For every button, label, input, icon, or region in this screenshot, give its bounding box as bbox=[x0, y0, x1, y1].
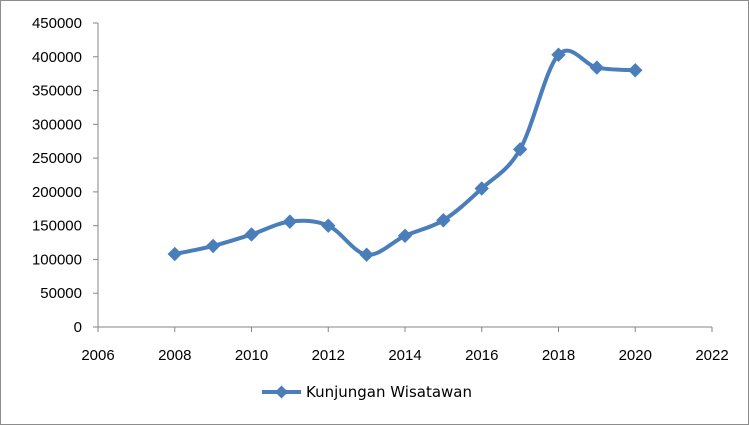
y-tick-label: 50000 bbox=[40, 285, 82, 302]
y-tick-label: 100000 bbox=[32, 251, 82, 268]
data-point-marker bbox=[359, 247, 374, 262]
x-tick-label: 2018 bbox=[542, 347, 575, 364]
chart-axes bbox=[93, 22, 713, 332]
y-tick-label: 200000 bbox=[32, 184, 82, 201]
y-tick-label: 400000 bbox=[32, 49, 82, 66]
x-tick-label: 2016 bbox=[465, 347, 498, 364]
legend-marker-swatch bbox=[275, 385, 288, 399]
x-tick-label: 2010 bbox=[235, 347, 268, 364]
x-tick-label: 2020 bbox=[619, 347, 652, 364]
x-tick-label: 2022 bbox=[695, 347, 728, 364]
data-point-marker bbox=[474, 181, 489, 196]
data-point-marker bbox=[551, 47, 566, 62]
x-tick-label: 2014 bbox=[388, 347, 421, 364]
y-tick-label: 250000 bbox=[32, 150, 82, 167]
y-tick-label: 0 bbox=[74, 319, 82, 336]
legend-series-label: Kunjungan Wisatawan bbox=[306, 383, 472, 401]
x-tick-label: 2012 bbox=[312, 347, 345, 364]
legend: Kunjungan Wisatawan bbox=[262, 383, 472, 401]
series-line bbox=[172, 48, 638, 257]
y-tick-label: 450000 bbox=[32, 15, 82, 32]
y-tick-label: 350000 bbox=[32, 83, 82, 100]
data-point-marker bbox=[589, 60, 605, 75]
data-point-marker bbox=[512, 142, 528, 157]
data-point-marker bbox=[205, 238, 221, 254]
data-point-marker bbox=[436, 213, 451, 228]
data-point-marker bbox=[397, 228, 413, 244]
data-point-marker bbox=[321, 218, 336, 233]
y-axis-tick-labels: 0 50000 100000 150000 200000 250000 300000 3500… bbox=[32, 15, 82, 336]
data-point-marker bbox=[282, 214, 298, 229]
y-tick-label: 150000 bbox=[32, 218, 82, 235]
data-point-marker bbox=[628, 63, 643, 78]
x-tick-label: 2008 bbox=[158, 347, 191, 364]
x-axis-tick-labels: 2006 2008 2010 2012 2014 2016 2018 2020 2022 bbox=[81, 347, 728, 364]
plot-area bbox=[167, 47, 643, 262]
x-tick-label: 2006 bbox=[81, 347, 114, 364]
data-point-marker bbox=[167, 246, 182, 262]
data-point-marker bbox=[244, 227, 259, 242]
y-tick-label: 300000 bbox=[32, 116, 82, 133]
